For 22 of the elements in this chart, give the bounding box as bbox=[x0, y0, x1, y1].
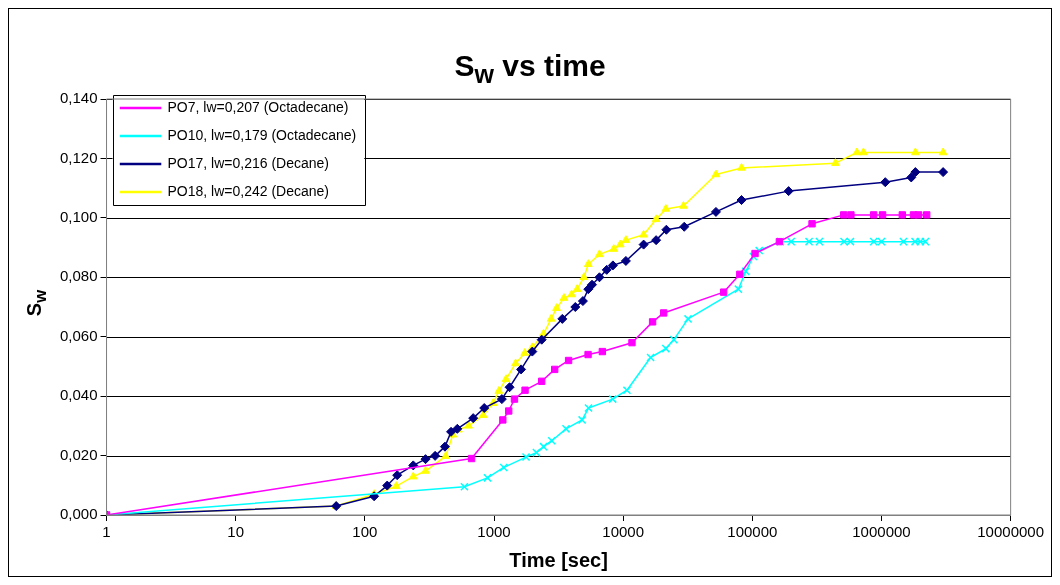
x-tick-label: 10000 bbox=[602, 523, 645, 541]
legend-label: PO18, lw=0,242 (Decane) bbox=[167, 182, 330, 199]
chart-title: S$_{w}$ vs time bbox=[453, 49, 607, 89]
y-tick-label: 0,060 bbox=[59, 326, 98, 344]
x-tick-label: 100 bbox=[352, 523, 378, 541]
legend-label: PO17, lw=0,216 (Decane) bbox=[167, 154, 330, 171]
y-tick-label: 0,080 bbox=[59, 267, 98, 285]
x-tick-label: 1 bbox=[102, 523, 111, 541]
legend-label: PO7, lw=0,207 (Octadecane) bbox=[167, 98, 349, 115]
x-tick-label: 1000000 bbox=[852, 523, 911, 541]
y-tick-label: 0,120 bbox=[59, 148, 98, 166]
y-tick-label: 0,000 bbox=[59, 505, 98, 523]
x-tick-label: 100000 bbox=[727, 523, 778, 541]
x-tick-label: 10000000 bbox=[977, 523, 1045, 541]
x-axis-title: Time [sec] bbox=[509, 548, 608, 571]
x-tick-label: 1000 bbox=[477, 523, 511, 541]
y-tick-label: 0,040 bbox=[59, 386, 98, 404]
x-tick-label: 10 bbox=[227, 523, 245, 541]
legend-label: PO10, lw=0,179 (Octadecane) bbox=[167, 126, 357, 143]
y-tick-label: 0,100 bbox=[59, 208, 98, 225]
y-tick-label: 0,140 bbox=[59, 89, 98, 107]
y-tick-label: 0,020 bbox=[59, 445, 98, 463]
